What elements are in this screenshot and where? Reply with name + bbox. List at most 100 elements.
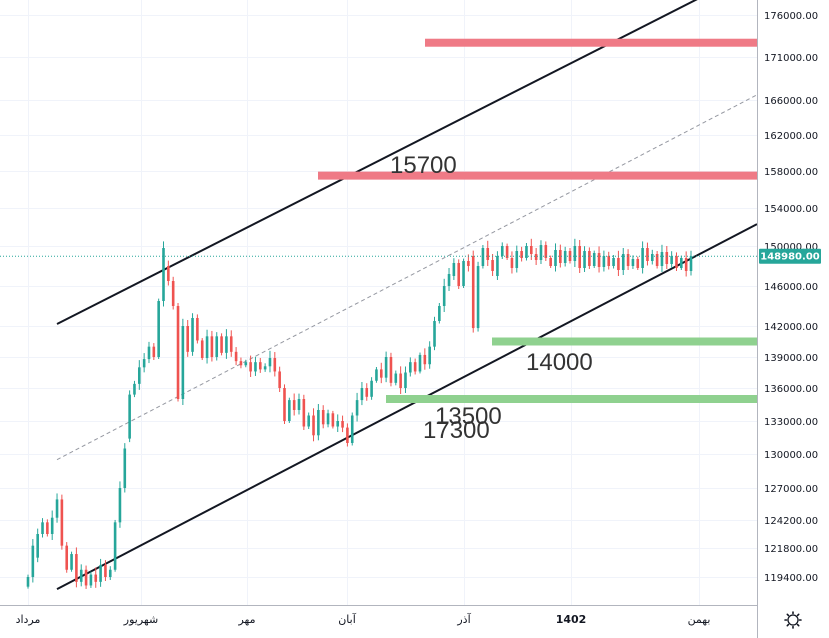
- candle-body: [75, 554, 78, 582]
- level-bar: [318, 171, 757, 180]
- candle-body: [118, 488, 122, 523]
- candle-body: [317, 410, 320, 436]
- candle-body: [133, 383, 136, 395]
- candle-body: [196, 318, 199, 341]
- candle-body: [529, 246, 533, 254]
- y-tick-label: 139000.00: [764, 353, 818, 364]
- candle-body: [312, 415, 315, 436]
- settings-gear-icon[interactable]: [784, 611, 802, 629]
- candle-body: [539, 245, 543, 260]
- candle-body: [365, 388, 369, 397]
- y-tick-label: 166000.00: [764, 96, 818, 107]
- candle-body: [220, 336, 223, 353]
- candle-body: [462, 261, 465, 286]
- candle-body: [186, 326, 190, 352]
- candle-body: [321, 410, 325, 425]
- y-tick-label: 142000.00: [764, 322, 818, 333]
- x-tick-label: شهریور: [123, 613, 158, 626]
- candle-body: [167, 266, 170, 281]
- channel-lower-line: [56, 223, 758, 590]
- candle-body: [346, 427, 349, 443]
- candle-body: [505, 246, 509, 258]
- candle-body: [665, 252, 669, 264]
- y-tick-label: 121800.00: [764, 544, 818, 555]
- candle-body: [607, 256, 611, 266]
- candle-body: [423, 354, 427, 365]
- last-price-text: 148980.00: [760, 252, 820, 263]
- candle-body: [418, 354, 422, 372]
- candle-body: [254, 362, 257, 372]
- candle-body: [142, 359, 146, 368]
- support-resistance-levels: 17300 15700 14000 13500: [318, 38, 757, 444]
- candle-body: [234, 351, 238, 362]
- candle-body: [549, 258, 552, 266]
- candle-body: [171, 281, 175, 306]
- candle-body: [60, 499, 64, 546]
- candle-body: [113, 522, 117, 570]
- candle-body: [452, 263, 456, 276]
- level-bar: [386, 395, 757, 403]
- candle-body: [70, 554, 73, 570]
- candle-body: [239, 361, 243, 366]
- x-axis-ticks: مرداد شهریور مهر آبان آذر 1402 بهمن: [16, 612, 711, 626]
- candle-body: [46, 522, 49, 534]
- candle-body: [210, 336, 214, 357]
- x-tick-label: آذر: [456, 612, 471, 626]
- level-bar: [425, 38, 757, 47]
- candle-body: [225, 336, 228, 353]
- candle-body: [447, 274, 451, 286]
- candle-body: [631, 259, 635, 266]
- candle-body: [191, 318, 194, 352]
- candle-body: [341, 421, 344, 428]
- candle-body: [515, 251, 519, 268]
- y-tick-label: 124200.00: [764, 516, 818, 527]
- candle-body: [307, 415, 310, 427]
- y-axis-ticks: 176000.00 171000.00 166000.00 162000.00 1580…: [764, 11, 818, 584]
- candle-body: [205, 336, 209, 359]
- candle-body: [588, 251, 591, 266]
- candle-body: [162, 248, 165, 301]
- y-tick-label: 119400.00: [764, 573, 818, 584]
- candle-body: [249, 362, 252, 372]
- trend-channel: [56, 0, 758, 590]
- candle-body: [292, 400, 296, 410]
- level-label: 15700: [390, 152, 457, 179]
- candle-body: [496, 256, 499, 276]
- candle-body: [646, 248, 649, 261]
- y-tick-label: 162000.00: [764, 131, 818, 142]
- channel-upper-line: [56, 0, 698, 325]
- candle-body: [283, 388, 286, 421]
- candle-body: [297, 399, 301, 410]
- candle-body: [636, 259, 640, 268]
- candle-body: [99, 564, 102, 582]
- candle-body: [583, 251, 586, 268]
- candle-body: [200, 340, 204, 359]
- candle-body: [108, 569, 112, 577]
- candle-body: [641, 248, 644, 268]
- candle-body: [360, 388, 364, 401]
- candle-body: [559, 250, 562, 263]
- candle-body: [467, 261, 470, 266]
- candle-body: [617, 258, 620, 270]
- candle-body: [510, 258, 514, 268]
- candle-body: [50, 517, 54, 534]
- candle-body: [563, 251, 567, 263]
- candle-body: [592, 253, 596, 266]
- y-tick-label: 150000.00: [764, 242, 818, 253]
- candle-body: [554, 250, 557, 266]
- candle-body: [89, 574, 93, 586]
- y-tick-label: 176000.00: [764, 11, 818, 22]
- candle-body: [379, 369, 383, 378]
- candle-body: [481, 248, 485, 266]
- candle-body: [229, 336, 233, 352]
- level-label: 14000: [526, 349, 593, 376]
- candle-body: [147, 346, 151, 360]
- candle-body: [258, 362, 262, 370]
- candle-body: [375, 369, 378, 381]
- candle-body: [660, 252, 664, 266]
- y-tick-label: 158000.00: [764, 167, 818, 178]
- candle-body: [500, 246, 504, 256]
- candle-body: [389, 357, 393, 383]
- candle-body: [138, 367, 141, 384]
